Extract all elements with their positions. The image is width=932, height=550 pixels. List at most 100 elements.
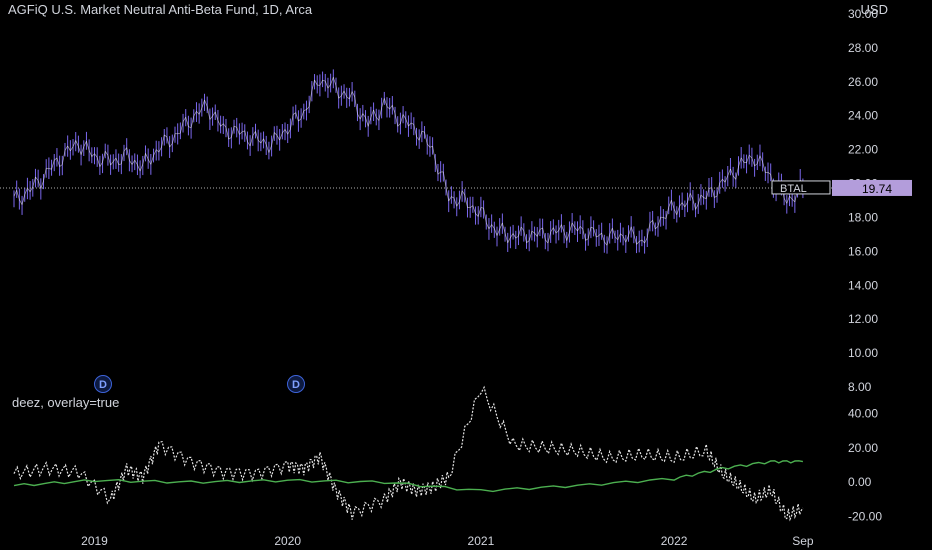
time-axis-tick: 2021	[468, 534, 495, 548]
price-line-segment	[359, 113, 364, 120]
price-line-segment	[437, 171, 441, 175]
price-line-segment	[150, 155, 154, 165]
price-line-segment	[410, 122, 414, 125]
price-line-segment	[13, 190, 18, 197]
price-line-segment	[370, 109, 374, 118]
price-line-segment	[789, 195, 793, 200]
price-line-segment	[21, 194, 26, 205]
price-line-segment	[716, 182, 721, 197]
price-line-segment	[727, 168, 731, 176]
price-line-segment	[665, 207, 670, 219]
price-line-segment	[534, 232, 538, 237]
price-line-segment	[571, 222, 576, 228]
price-line-segment	[196, 111, 200, 115]
price-line-segment	[705, 188, 710, 199]
price-line-segment	[70, 146, 74, 151]
price-line-segment	[563, 232, 568, 241]
price-line-segment	[622, 236, 627, 243]
price-line-segment	[115, 157, 119, 165]
price-line-segment	[553, 227, 557, 234]
symbol-tag	[771, 180, 831, 195]
price-axis-tick: 22.00	[848, 143, 878, 157]
price-line-segment	[257, 140, 262, 144]
price-line-segment	[139, 163, 144, 172]
price-line-segment	[464, 194, 468, 208]
price-line-segment	[27, 187, 31, 192]
price-line-segment	[247, 141, 251, 147]
price-line-segment	[102, 151, 106, 163]
price-line-segment	[587, 227, 592, 239]
price-line-segment	[354, 96, 358, 114]
price-line-segment	[276, 135, 280, 141]
price-line-segment	[657, 216, 662, 227]
price-line-segment	[282, 129, 286, 134]
price-line-segment	[212, 111, 216, 117]
price-line-segment	[324, 80, 329, 89]
price-line-segment	[271, 132, 275, 146]
price-line-segment	[539, 227, 543, 230]
price-line-segment	[606, 234, 611, 246]
price-line-segment	[630, 226, 635, 235]
price-line-segment	[295, 112, 299, 122]
price-axis-tick: 12.00	[848, 312, 878, 326]
dividend-badge-icon[interactable]: D	[287, 375, 305, 393]
indicator-axis-tick: -20.00	[848, 509, 882, 523]
price-line-segment	[596, 235, 600, 238]
price-line-segment	[153, 149, 157, 156]
price-line-segment	[480, 207, 484, 209]
price-line-segment	[107, 155, 111, 166]
price-line-segment	[142, 153, 146, 165]
price-axis-tick: 26.00	[848, 75, 878, 89]
chart-title: AGFiQ U.S. Market Neutral Anti-Beta Fund…	[8, 2, 313, 17]
price-line-segment	[547, 231, 552, 244]
price-axis-tick: 24.00	[848, 109, 878, 123]
price-line-segment	[405, 118, 409, 127]
price-axis-tick: 30.00	[848, 7, 878, 21]
price-line-segment	[496, 228, 501, 236]
price-line-segment	[392, 105, 396, 114]
price-line-segment	[290, 114, 294, 130]
price-line-segment	[636, 241, 640, 245]
price-marker	[832, 179, 912, 196]
price-line-segment	[528, 231, 533, 241]
price-line-segment	[397, 123, 401, 127]
price-axis-tick: 16.00	[848, 244, 878, 258]
price-line-segment	[86, 141, 90, 151]
price-line-segment	[204, 99, 208, 107]
price-line-segment	[639, 239, 643, 242]
price-line-segment	[386, 106, 390, 110]
price-line-segment	[51, 160, 55, 170]
price-line-segment	[432, 146, 436, 162]
price-line-segment	[166, 136, 170, 148]
price-line-segment	[526, 240, 530, 243]
price-line-segment	[579, 226, 584, 230]
price-line-segment	[421, 130, 425, 133]
price-line-segment	[16, 190, 20, 200]
price-line-segment	[689, 193, 694, 200]
price-line-segment	[614, 236, 619, 240]
price-line-segment	[284, 129, 289, 135]
price-line-segment	[169, 143, 173, 148]
price-line-segment	[231, 126, 235, 138]
price-line-segment	[225, 127, 230, 140]
price-line-segment	[550, 227, 554, 233]
indicator-label[interactable]: deez, overlay=true	[12, 395, 120, 410]
price-line-segment	[703, 197, 707, 199]
price-line-segment	[542, 227, 546, 240]
price-line-segment	[220, 123, 224, 127]
price-line-segment	[383, 98, 388, 107]
price-line-segment	[748, 155, 753, 159]
price-line-segment	[502, 222, 506, 234]
price-line-segment	[488, 224, 492, 230]
price-line-segment	[129, 160, 133, 165]
price-line-segment	[365, 117, 369, 127]
dividend-badge-icon[interactable]: D	[94, 375, 112, 393]
price-line-segment	[378, 107, 382, 121]
price-line-segment	[37, 180, 42, 189]
price-line-segment	[338, 95, 342, 99]
price-line-segment	[327, 84, 331, 89]
price-line-segment	[75, 140, 79, 147]
price-line-segment	[652, 220, 656, 230]
price-line-segment	[209, 115, 213, 120]
